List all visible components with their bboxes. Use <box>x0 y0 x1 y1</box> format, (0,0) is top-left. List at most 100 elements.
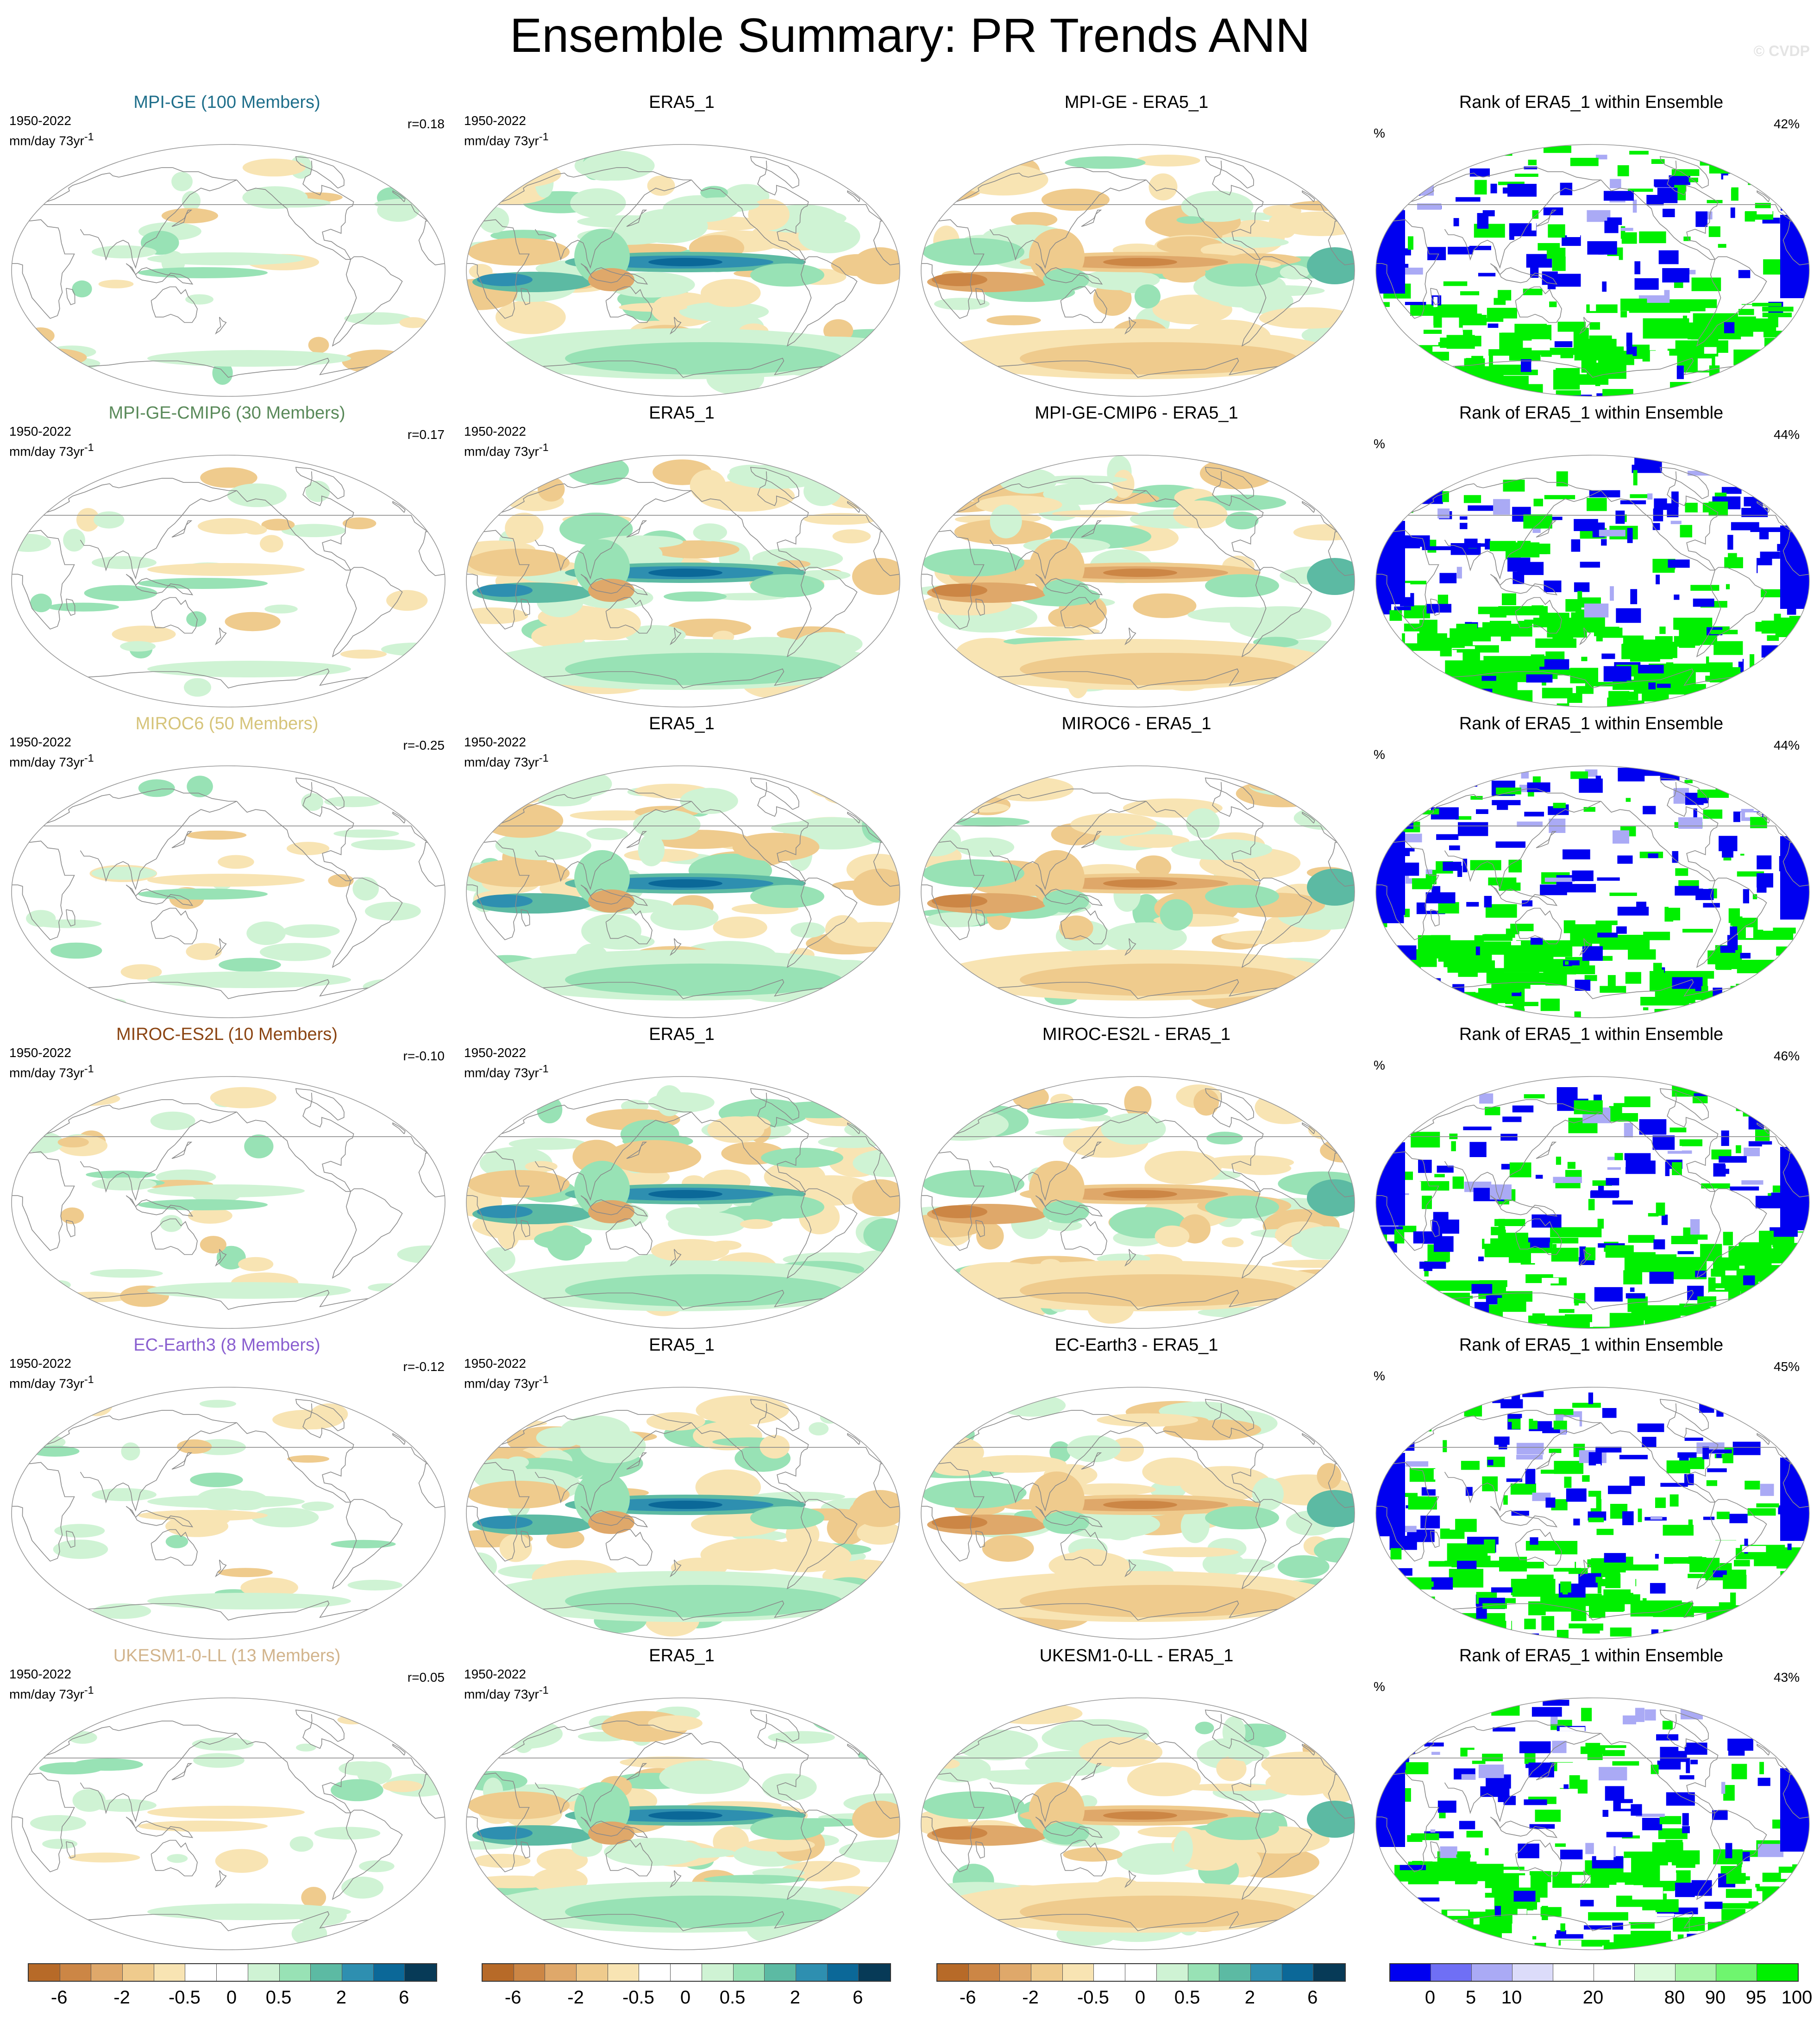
rank-cell <box>1722 849 1733 858</box>
field-blob <box>1103 879 1177 888</box>
rank-cell <box>1712 460 1731 476</box>
rank-cell <box>1392 1278 1401 1284</box>
rank-cell <box>1417 1636 1445 1639</box>
units-text: mm/day 73yr <box>464 1687 539 1702</box>
obs-map-svg <box>466 1076 900 1329</box>
rank-cell <box>1764 1907 1809 1917</box>
rank-cell <box>1705 1100 1722 1109</box>
units-exponent: -1 <box>84 1373 94 1385</box>
field-blob <box>477 1827 533 1840</box>
colorbar-tick-label: -6 <box>50 1987 68 2008</box>
rank-cell <box>1649 1271 1674 1284</box>
colorbar-tick-label: -6 <box>504 1987 521 2008</box>
rank-cell <box>1603 666 1632 682</box>
field-blob <box>244 1134 274 1158</box>
coastline <box>1376 467 1809 689</box>
field-blob <box>138 1199 268 1210</box>
field-blob <box>242 158 306 177</box>
field-blob <box>364 901 421 921</box>
colorbar-tick-label: 6 <box>399 1987 409 2008</box>
field-blob <box>477 1205 533 1218</box>
rank-cell <box>1554 341 1573 347</box>
rank-cell <box>1409 1316 1420 1326</box>
diff-map-svg <box>921 1697 1355 1950</box>
rank-cell <box>1459 1013 1474 1017</box>
rank-cell <box>1462 1911 1491 1918</box>
field-blob <box>565 964 843 996</box>
field-blob <box>495 300 566 334</box>
rank-cell <box>1554 1409 1574 1415</box>
rank-cell <box>1796 1312 1809 1316</box>
field-blob <box>1124 1086 1152 1118</box>
field-blob <box>1275 369 1303 390</box>
rank-cell <box>1518 1843 1539 1859</box>
rank-cell <box>1688 470 1715 476</box>
field-blob <box>696 1395 789 1425</box>
rank-cell <box>1376 969 1399 973</box>
field-blob <box>147 252 305 265</box>
rank-cell <box>1471 1284 1493 1294</box>
rank-cell <box>1400 385 1443 396</box>
rank-cell <box>1493 1727 1516 1732</box>
model-panel: MPI-GE (100 Members) 1950-2022 mm/day 73yr… <box>0 91 454 402</box>
rank-cell <box>1420 1515 1440 1528</box>
rank-cell <box>1745 927 1753 938</box>
rank-cell <box>1736 1103 1767 1111</box>
rank-cell <box>1727 1605 1743 1613</box>
rank-title: Rank of ERA5_1 within Ensemble <box>1459 93 1724 112</box>
rank-cell <box>1528 159 1537 165</box>
rank-cell <box>1686 1757 1690 1773</box>
rank-cell <box>1485 538 1491 550</box>
rank-cell <box>1417 1600 1434 1609</box>
rank-cell <box>1478 1765 1504 1778</box>
rank-cell <box>1595 920 1618 925</box>
rank-cell <box>1507 184 1537 197</box>
coastline <box>1376 777 1809 999</box>
rank-cell <box>1731 1296 1762 1306</box>
rank-cell <box>1597 346 1624 355</box>
rank-cell <box>1728 553 1737 563</box>
rank-cell <box>1609 892 1637 896</box>
rank-cell <box>1495 841 1526 848</box>
field-blob <box>713 916 767 939</box>
rank-cell <box>1581 358 1597 373</box>
rank-cell <box>1716 1511 1730 1519</box>
rank-cell <box>1606 1178 1619 1186</box>
field-blob <box>138 779 175 797</box>
model-map <box>8 1694 448 1953</box>
rank-cell <box>1739 855 1760 859</box>
rank-cell <box>1745 812 1756 818</box>
rank-cell <box>1759 1231 1774 1245</box>
rank-cell <box>1710 630 1738 634</box>
colorbar-tick-label: 90 <box>1705 1987 1726 2008</box>
field-blob <box>466 154 497 178</box>
rank-cell <box>1430 1011 1454 1016</box>
rank-cell <box>1599 1745 1626 1748</box>
rank-cell <box>1408 673 1422 684</box>
rank-cell <box>1738 270 1751 278</box>
rank-cell <box>1779 1742 1809 1745</box>
rank-cell <box>1610 586 1614 601</box>
field-blob <box>664 591 727 602</box>
field-blob <box>505 513 544 544</box>
field-blob <box>932 895 987 908</box>
rank-cell <box>1470 698 1482 706</box>
rank-cell <box>1706 1207 1712 1217</box>
rank-cell <box>1568 1628 1582 1639</box>
rank-cell <box>1381 1903 1394 1911</box>
rank-cell <box>1609 1106 1622 1118</box>
rank-cell <box>1587 498 1607 511</box>
rank-cell <box>1508 1419 1533 1422</box>
rank-cell <box>1449 1234 1475 1240</box>
rank-cell <box>1656 575 1660 584</box>
rank-cell <box>1682 315 1688 324</box>
rank-cell <box>1629 1476 1645 1486</box>
rank-cell <box>1406 1461 1429 1467</box>
coastline <box>12 1709 445 1931</box>
field-blob <box>1015 626 1100 637</box>
rank-cell <box>1446 386 1464 391</box>
map-outline <box>921 455 1355 707</box>
rank-cell <box>1426 1625 1480 1639</box>
field-blob <box>808 771 876 800</box>
rank-cell <box>1666 662 1674 677</box>
